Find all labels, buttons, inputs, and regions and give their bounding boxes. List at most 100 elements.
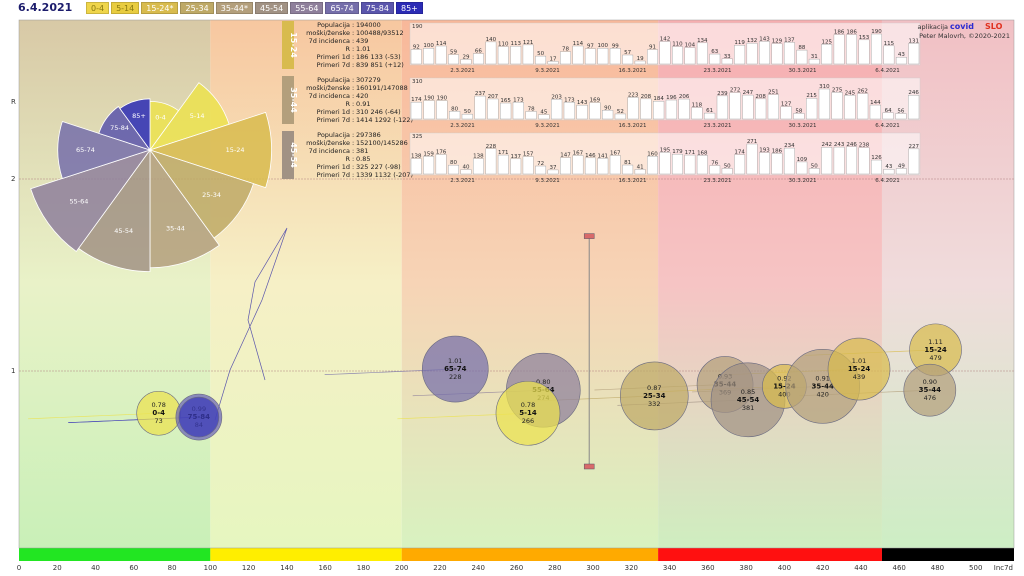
bubbles: 0.780-4730.9975-84841.0165-742280.8055-6… — [136, 323, 962, 446]
panel-bar-label: 262 — [857, 89, 868, 95]
panel-bar — [448, 164, 459, 175]
panel-bar — [460, 59, 472, 65]
bubble-inc-label: 332 — [648, 400, 660, 408]
panel-date-label: 2.3.2021 — [450, 178, 475, 184]
panel-bar-label: 190 — [437, 96, 448, 102]
rose-slice-label: 65-74 — [76, 146, 95, 154]
panel-date-label: 6.4.2021 — [875, 68, 900, 74]
x-tick-label: 320 — [625, 564, 638, 572]
panel-bar — [721, 58, 733, 65]
legend-chip-3544[interactable]: 35-44* — [215, 2, 253, 14]
panel-bar — [729, 92, 741, 120]
legend-chip-85[interactable]: 85+ — [395, 2, 423, 14]
bubble-85+ — [178, 396, 220, 438]
panel-stat-label: Primeri 1d — [317, 163, 350, 171]
x-tick-label: 60 — [129, 564, 138, 572]
panel-bar — [821, 147, 833, 175]
panel-bar-label: 100 — [423, 43, 434, 49]
bubble-group-label: 35-44 — [811, 382, 834, 390]
x-tick-label: 200 — [395, 564, 408, 572]
panel-bar — [793, 113, 805, 120]
panel-bar — [572, 155, 584, 175]
bubble-r-label: 0.92 — [777, 374, 791, 382]
legend-chip-2534[interactable]: 25-34 — [180, 2, 214, 14]
rose-slice-label: 0-4 — [155, 114, 166, 122]
panel-bar-label: 143 — [577, 100, 588, 106]
x-tick-label: 20 — [53, 564, 62, 572]
panel-bar-label: 45 — [540, 110, 547, 116]
x-tick-label: 360 — [701, 564, 714, 572]
credit-brand-covid: covid — [950, 22, 974, 31]
panel-stat-value: 839 851 (+12) — [356, 61, 404, 69]
legend-chip-1524[interactable]: 15-24* — [141, 2, 179, 14]
panel-bar — [410, 49, 422, 65]
zone-background — [19, 20, 211, 548]
legend-chip-04[interactable]: 0-4 — [86, 2, 110, 14]
panel-bar — [572, 45, 584, 65]
panel-bar — [895, 168, 907, 175]
x-tick-label: 440 — [854, 564, 867, 572]
panel-bar-label: 206 — [679, 94, 690, 100]
panel-stat-label: 7d incidenca — [309, 147, 350, 155]
x-tick-label: 180 — [357, 564, 370, 572]
x-tick-label: 80 — [168, 564, 177, 572]
panel-bar — [472, 158, 484, 175]
panel-bar — [833, 34, 845, 65]
panel-bar-label: 114 — [573, 41, 584, 47]
panel-bar — [908, 43, 920, 65]
panel-bar — [684, 47, 696, 65]
panel-bar-label: 251 — [768, 90, 779, 96]
panel-bar-label: 208 — [641, 94, 652, 100]
x-tick-label: 140 — [280, 564, 293, 572]
panel-bar — [659, 152, 671, 175]
panel-bar-label: 31 — [811, 54, 818, 60]
bubble-65-74 — [421, 335, 489, 403]
zone-bar — [210, 548, 402, 561]
panel-bar — [833, 146, 845, 175]
panel-bar — [808, 168, 820, 175]
panel-bar — [871, 159, 882, 175]
x-tick-label: 480 — [931, 564, 944, 572]
panel-bar-label: 195 — [660, 147, 671, 153]
panel-bar-label: 88 — [798, 45, 805, 51]
panel-max-label: 190 — [412, 24, 423, 30]
legend-chip-7584[interactable]: 75-84 — [360, 2, 394, 14]
panel-bar-label: 168 — [697, 150, 708, 156]
range-marker-bottom — [583, 463, 595, 470]
panel-bar — [563, 102, 575, 120]
panel-bar — [696, 42, 708, 65]
y-tick-label: 2 — [11, 175, 15, 183]
panel-bar — [678, 98, 690, 120]
panel-bar — [487, 98, 499, 120]
panel-bar-label: 81 — [624, 160, 631, 166]
bubble-group-label: 15-24 — [773, 382, 796, 390]
panel-bar — [609, 155, 621, 175]
panel-group-tab — [282, 21, 294, 69]
panel-bar-label: 272 — [730, 88, 741, 94]
panel-bar — [584, 48, 596, 65]
panel-stat-value: 307279 — [356, 76, 381, 84]
legend-chip-6574[interactable]: 65-74 — [325, 2, 359, 14]
bubble-inc-label: 476 — [924, 394, 936, 402]
y-tick-label: 1 — [11, 367, 15, 375]
panel-bar-label: 138 — [411, 154, 422, 160]
panel-date-label: 9.3.2021 — [535, 123, 560, 129]
panel-bar — [672, 46, 683, 65]
legend-chip-514[interactable]: 5-14 — [111, 2, 140, 14]
legend-chip-5564[interactable]: 55-64 — [290, 2, 324, 14]
x-tick-label: 280 — [548, 564, 561, 572]
rose-slice-label: 5-14 — [190, 112, 205, 120]
panel-bar-label: 196 — [666, 95, 677, 101]
panel-35-44: 35-44Populacija:307279moški/ženske:16019… — [282, 76, 921, 129]
zone-bar — [881, 548, 1014, 561]
panel-date-label: 23.3.2021 — [704, 178, 732, 184]
bubble-25-34 — [619, 361, 689, 431]
legend-chip-4554[interactable]: 45-54 — [254, 2, 289, 14]
bubble-inc-label: 420 — [816, 390, 828, 398]
panel-bar — [857, 93, 869, 120]
panel-bar-label: 61 — [706, 108, 713, 114]
panel-bar — [895, 57, 907, 65]
panel-bar — [634, 60, 646, 65]
bubble-r-label: 1.01 — [448, 357, 462, 365]
